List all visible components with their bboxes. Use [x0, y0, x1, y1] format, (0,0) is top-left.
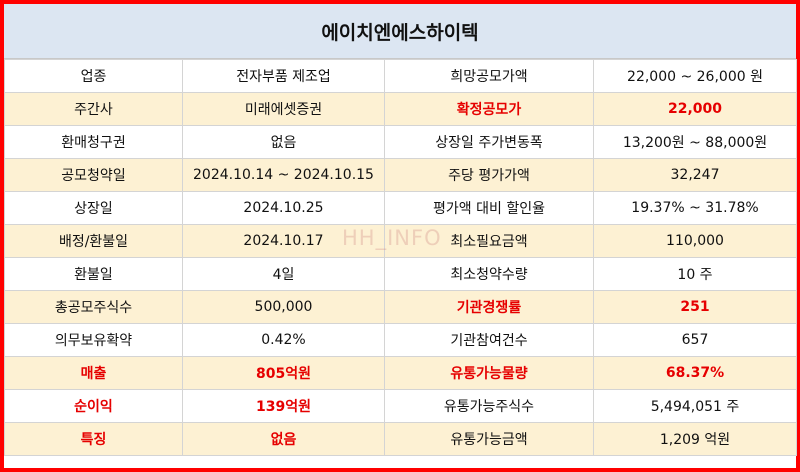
label-cell: 평가액 대비 할인율 [384, 191, 594, 225]
company-title: 에이치엔에스하이텍 [4, 4, 796, 59]
value-cell: 251 [593, 290, 797, 324]
value-cell: 2024.10.25 [182, 191, 385, 225]
value-cell: 없음 [182, 422, 385, 456]
value-cell: 5,494,051 주 [593, 389, 797, 423]
label-cell: 최소청약수량 [384, 257, 594, 291]
label-cell: 상장일 주가변동폭 [384, 125, 594, 159]
table-row: 특징 없음 유통가능금액 1,209 억원 [4, 422, 797, 456]
label-cell: 상장일 [4, 191, 183, 225]
value-cell: 1,209 억원 [593, 422, 797, 456]
value-cell: 미래에셋증권 [182, 92, 385, 126]
ipo-info-table: 업종 전자부품 제조업 희망공모가액 22,000 ~ 26,000 원 주간사… [4, 59, 797, 456]
table-row: 환매청구권 없음 상장일 주가변동폭 13,200원 ~ 88,000원 [4, 125, 797, 159]
table-row: 주간사 미래에셋증권 확정공모가 22,000 [4, 92, 797, 126]
value-cell: 68.37% [593, 356, 797, 390]
table-row: 업종 전자부품 제조업 희망공모가액 22,000 ~ 26,000 원 [4, 59, 797, 93]
label-cell: 유통가능주식수 [384, 389, 594, 423]
table-row: 공모청약일 2024.10.14 ~ 2024.10.15 주당 평가가액 32… [4, 158, 797, 192]
value-cell: 22,000 [593, 92, 797, 126]
label-cell: 매출 [4, 356, 183, 390]
value-cell: 10 주 [593, 257, 797, 291]
value-cell: 19.37% ~ 31.78% [593, 191, 797, 225]
label-cell: 유통가능물량 [384, 356, 594, 390]
label-cell: 유통가능금액 [384, 422, 594, 456]
value-cell: 없음 [182, 125, 385, 159]
value-cell: 2024.10.17 [182, 224, 385, 258]
value-cell: 805억원 [182, 356, 385, 390]
table-row: 환불일 4일 최소청약수량 10 주 [4, 257, 797, 291]
label-cell: 특징 [4, 422, 183, 456]
label-cell: 공모청약일 [4, 158, 183, 192]
table-row: 총공모주식수 500,000 기관경쟁률 251 [4, 290, 797, 324]
value-cell: 13,200원 ~ 88,000원 [593, 125, 797, 159]
table-row: 배정/환불일 2024.10.17 최소필요금액 110,000 [4, 224, 797, 258]
table-row: 상장일 2024.10.25 평가액 대비 할인율 19.37% ~ 31.78… [4, 191, 797, 225]
value-cell: 0.42% [182, 323, 385, 357]
value-cell: 139억원 [182, 389, 385, 423]
table-row: 매출 805억원 유통가능물량 68.37% [4, 356, 797, 390]
value-cell: 32,247 [593, 158, 797, 192]
label-cell: 희망공모가액 [384, 59, 594, 93]
label-cell: 주당 평가가액 [384, 158, 594, 192]
label-cell: 기관경쟁률 [384, 290, 594, 324]
label-cell: 총공모주식수 [4, 290, 183, 324]
table-row: 순이익 139억원 유통가능주식수 5,494,051 주 [4, 389, 797, 423]
value-cell: 22,000 ~ 26,000 원 [593, 59, 797, 93]
value-cell: 500,000 [182, 290, 385, 324]
label-cell: 업종 [4, 59, 183, 93]
label-cell: 의무보유확약 [4, 323, 183, 357]
label-cell: 기관참여건수 [384, 323, 594, 357]
label-cell: 환매청구권 [4, 125, 183, 159]
label-cell: 환불일 [4, 257, 183, 291]
table-row: 의무보유확약 0.42% 기관참여건수 657 [4, 323, 797, 357]
ipo-info-card: 에이치엔에스하이텍 업종 전자부품 제조업 희망공모가액 22,000 ~ 26… [4, 4, 797, 468]
label-cell: 최소필요금액 [384, 224, 594, 258]
value-cell: 657 [593, 323, 797, 357]
value-cell: 2024.10.14 ~ 2024.10.15 [182, 158, 385, 192]
value-cell: 전자부품 제조업 [182, 59, 385, 93]
label-cell: 배정/환불일 [4, 224, 183, 258]
label-cell: 순이익 [4, 389, 183, 423]
label-cell: 확정공모가 [384, 92, 594, 126]
value-cell: 4일 [182, 257, 385, 291]
label-cell: 주간사 [4, 92, 183, 126]
value-cell: 110,000 [593, 224, 797, 258]
